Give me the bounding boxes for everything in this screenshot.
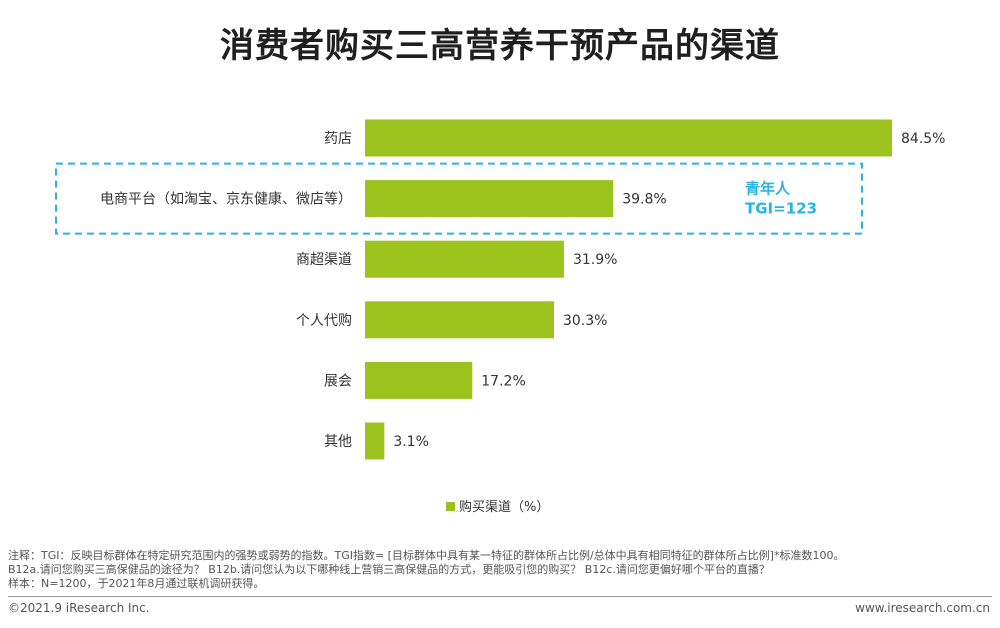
category-label: 其他	[324, 434, 352, 450]
value-label: 39.8%	[622, 192, 666, 208]
bar	[365, 180, 614, 218]
category-label: 药店	[324, 131, 352, 147]
bar	[365, 119, 892, 157]
value-label: 17.2%	[481, 373, 525, 389]
copyright: ©2021.9 iResearch Inc.	[8, 601, 150, 615]
bar	[365, 422, 385, 460]
legend-label: 购买渠道（%）	[459, 499, 549, 515]
bar	[365, 301, 554, 339]
legend-swatch	[446, 502, 455, 511]
footer-divider	[8, 596, 992, 597]
bar	[365, 361, 473, 399]
category-label: 电商平台（如淘宝、京东健康、微店等）	[100, 191, 352, 208]
website-link[interactable]: www.iresearch.com.cn	[855, 601, 990, 615]
category-label: 个人代购	[296, 313, 352, 329]
value-label: 30.3%	[563, 313, 607, 329]
category-label: 商超渠道	[296, 252, 352, 268]
value-label: 3.1%	[393, 434, 429, 450]
footnote-line-sample: 样本：N=1200，于2021年8月通过联机调研获得。	[8, 577, 265, 590]
highlight-annotation: TGI=123	[745, 200, 817, 218]
footnote-line-questions: B12a.请问您购买三高保健品的途径为？ B12b.请问您认为以下哪种线上营销三…	[8, 563, 770, 576]
footnote: 注释：TGI：反映目标群体在特定研究范围内的强势或弱势的指数。TGI指数= [目…	[8, 549, 992, 591]
highlight-box	[55, 162, 863, 235]
bar-chart: 药店 84.5% 电商平台（如淘宝、京东健康、微店等） 39.8% 商超渠道 31.9% 个…	[55, 119, 945, 515]
bar	[365, 240, 564, 278]
value-label: 31.9%	[573, 252, 617, 268]
footnote-line-tgi: 注释：TGI：反映目标群体在特定研究范围内的强势或弱势的指数。TGI指数= [目…	[8, 549, 845, 562]
value-label: 84.5%	[901, 131, 945, 147]
highlight-annotation: 青年人	[745, 180, 791, 198]
category-label: 展会	[324, 373, 352, 389]
chart-title: 消费者购买三高营养干预产品的渠道	[220, 26, 780, 66]
